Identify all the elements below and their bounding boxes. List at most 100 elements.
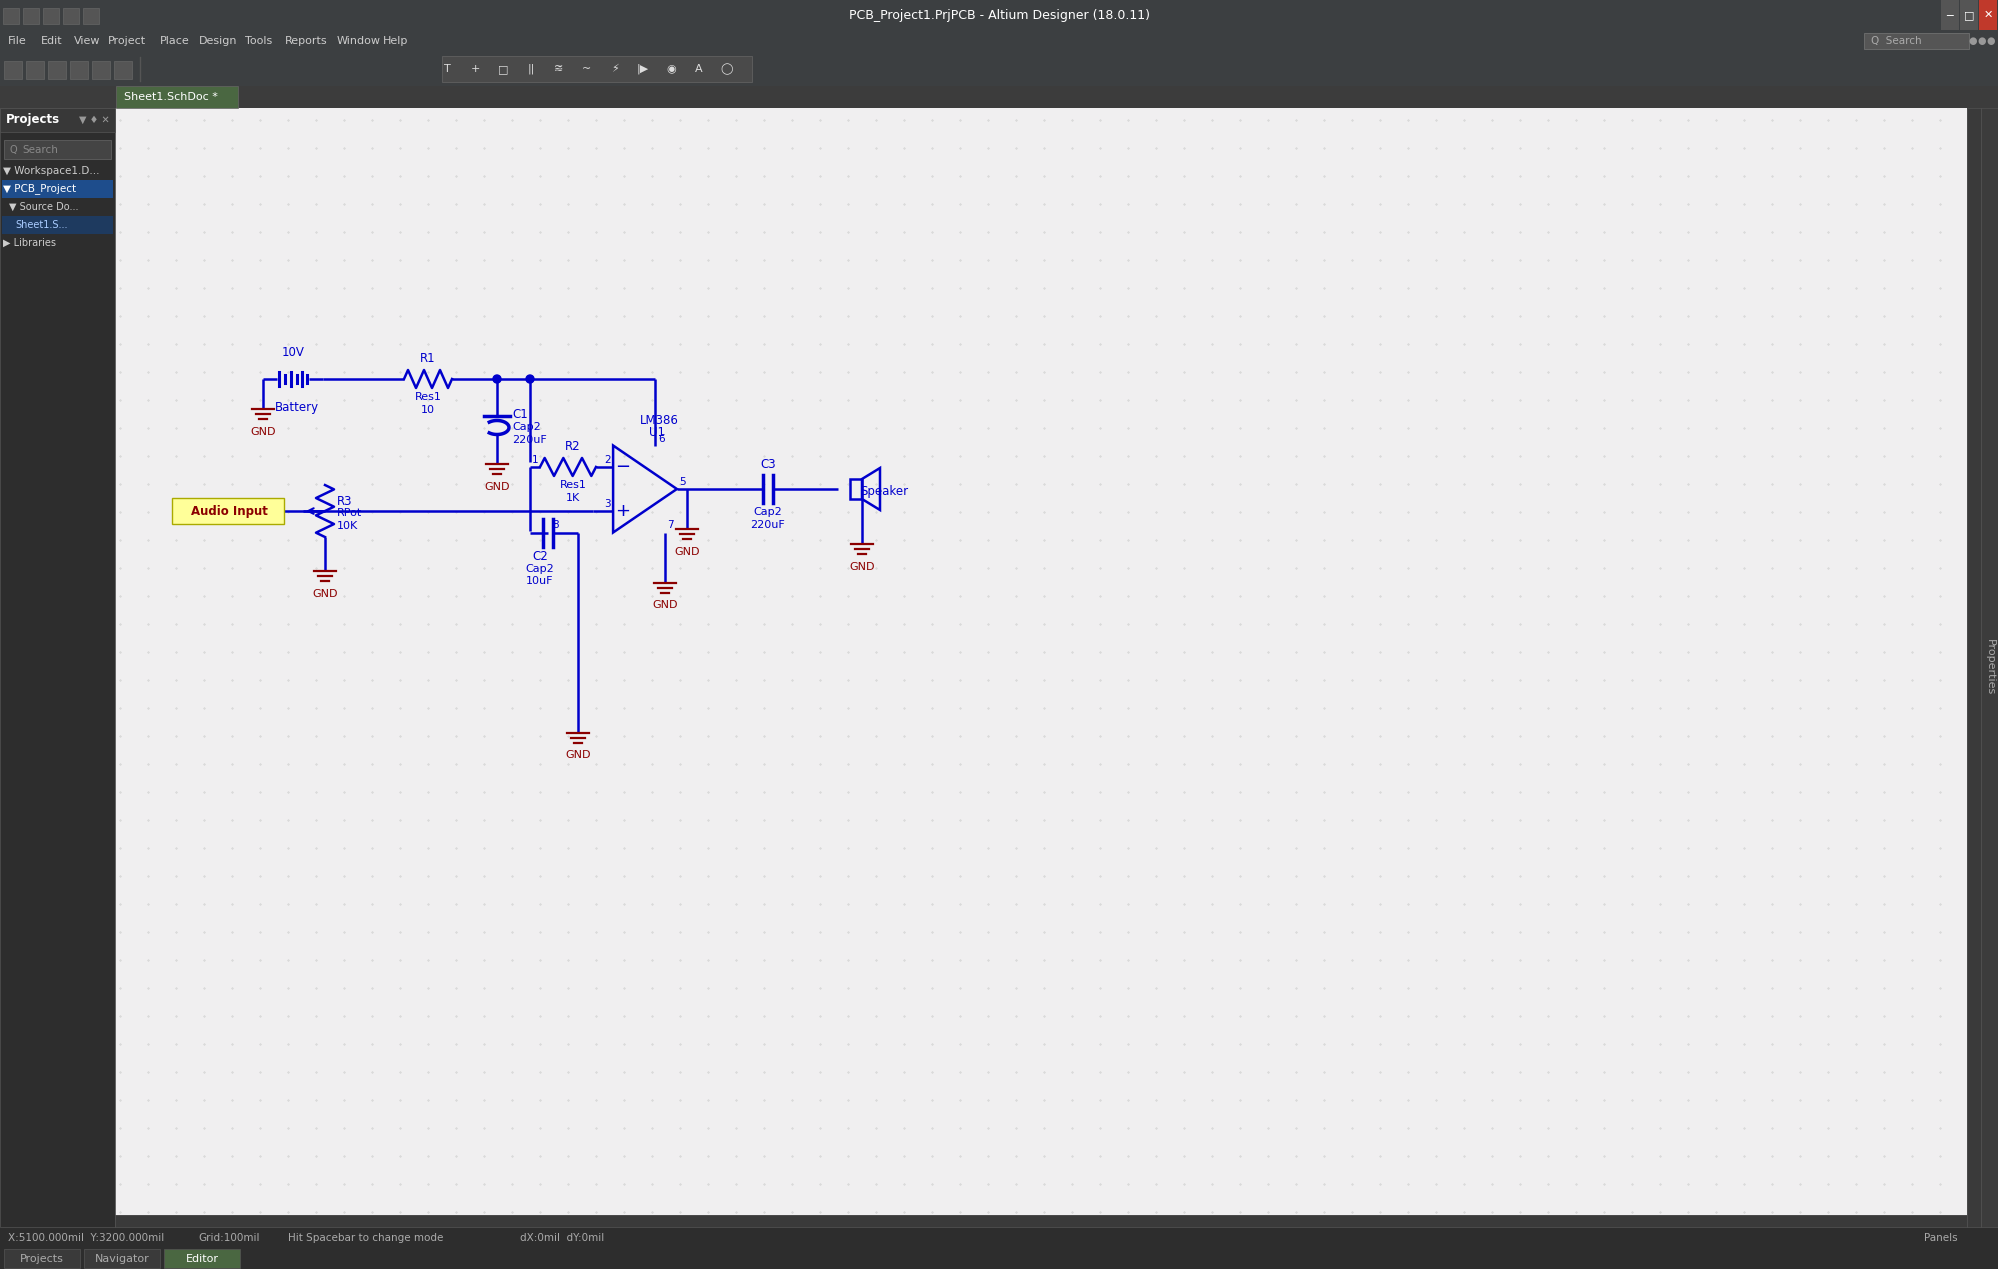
Point bbox=[1223, 138, 1255, 159]
Point bbox=[1782, 1034, 1814, 1055]
Point bbox=[1698, 670, 1730, 690]
Point bbox=[747, 501, 779, 522]
Point bbox=[1419, 418, 1451, 438]
Point bbox=[803, 1118, 835, 1138]
Point bbox=[1223, 110, 1255, 131]
Text: Q  Search: Q Search bbox=[1870, 36, 1920, 46]
Point bbox=[1475, 1034, 1506, 1055]
Point bbox=[1894, 138, 1926, 159]
Point bbox=[747, 530, 779, 551]
Point bbox=[412, 950, 444, 971]
Point bbox=[1502, 1202, 1534, 1222]
Point bbox=[1782, 138, 1814, 159]
Point bbox=[1111, 586, 1143, 607]
Point bbox=[440, 865, 472, 886]
Point bbox=[1419, 473, 1451, 494]
Point bbox=[579, 1062, 611, 1082]
Point bbox=[1782, 418, 1814, 438]
Point bbox=[1419, 614, 1451, 634]
Point bbox=[943, 865, 975, 886]
Point bbox=[1083, 390, 1115, 410]
Point bbox=[943, 110, 975, 131]
Point bbox=[244, 1118, 276, 1138]
Point bbox=[607, 138, 639, 159]
Point bbox=[1530, 138, 1562, 159]
Point bbox=[775, 194, 807, 214]
Point bbox=[775, 278, 807, 298]
Point bbox=[1922, 445, 1954, 466]
Point bbox=[1419, 782, 1451, 802]
Point bbox=[1558, 1034, 1590, 1055]
Point bbox=[1391, 1034, 1423, 1055]
Point bbox=[1782, 362, 1814, 382]
Point bbox=[971, 306, 1003, 326]
Point bbox=[1391, 278, 1423, 298]
Point bbox=[1558, 278, 1590, 298]
Point bbox=[635, 1174, 667, 1194]
Point bbox=[1475, 1146, 1506, 1166]
Point bbox=[1698, 166, 1730, 187]
Point bbox=[384, 1034, 416, 1055]
Point bbox=[1195, 306, 1227, 326]
Point bbox=[1055, 306, 1087, 326]
Point bbox=[831, 642, 863, 662]
Point bbox=[300, 362, 332, 382]
Point bbox=[244, 754, 276, 774]
Bar bbox=[1940, 0, 1958, 30]
Point bbox=[1223, 418, 1255, 438]
Point bbox=[1698, 1034, 1730, 1055]
Point bbox=[1027, 1146, 1059, 1166]
Point bbox=[663, 893, 695, 914]
Point bbox=[1251, 782, 1283, 802]
Point bbox=[943, 782, 975, 802]
Point bbox=[1810, 418, 1842, 438]
Point bbox=[1083, 473, 1115, 494]
Point bbox=[244, 166, 276, 187]
Text: ~: ~ bbox=[581, 63, 591, 74]
Point bbox=[132, 670, 164, 690]
Point bbox=[1027, 390, 1059, 410]
Point bbox=[1083, 642, 1115, 662]
Point bbox=[859, 838, 891, 858]
Point bbox=[551, 445, 583, 466]
Point bbox=[1502, 726, 1534, 746]
Point bbox=[300, 1146, 332, 1166]
Point bbox=[803, 838, 835, 858]
Point bbox=[1838, 194, 1870, 214]
Point bbox=[719, 166, 751, 187]
Text: Battery: Battery bbox=[276, 401, 320, 414]
Point bbox=[160, 754, 192, 774]
Point bbox=[523, 950, 555, 971]
Point bbox=[1614, 250, 1646, 270]
Point bbox=[1447, 194, 1479, 214]
Point bbox=[943, 1118, 975, 1138]
Point bbox=[1558, 222, 1590, 242]
Point bbox=[971, 782, 1003, 802]
Point bbox=[1866, 530, 1898, 551]
Point bbox=[1586, 362, 1618, 382]
Point bbox=[859, 501, 891, 522]
Point bbox=[887, 1090, 919, 1110]
Point bbox=[1530, 1006, 1562, 1027]
Point bbox=[1866, 362, 1898, 382]
Point bbox=[747, 362, 779, 382]
Point bbox=[663, 642, 695, 662]
Point bbox=[831, 138, 863, 159]
Point bbox=[943, 838, 975, 858]
Point bbox=[551, 1146, 583, 1166]
Point bbox=[1251, 194, 1283, 214]
Point bbox=[1838, 1202, 1870, 1222]
Point bbox=[1782, 1202, 1814, 1222]
Point bbox=[1614, 445, 1646, 466]
Point bbox=[1586, 950, 1618, 971]
Point bbox=[1363, 754, 1395, 774]
Point bbox=[216, 278, 248, 298]
Point bbox=[244, 250, 276, 270]
Point bbox=[1838, 138, 1870, 159]
Point bbox=[1167, 865, 1199, 886]
Point bbox=[188, 558, 220, 579]
Circle shape bbox=[525, 376, 533, 383]
Point bbox=[188, 1090, 220, 1110]
Point bbox=[943, 1174, 975, 1194]
Point bbox=[1782, 950, 1814, 971]
